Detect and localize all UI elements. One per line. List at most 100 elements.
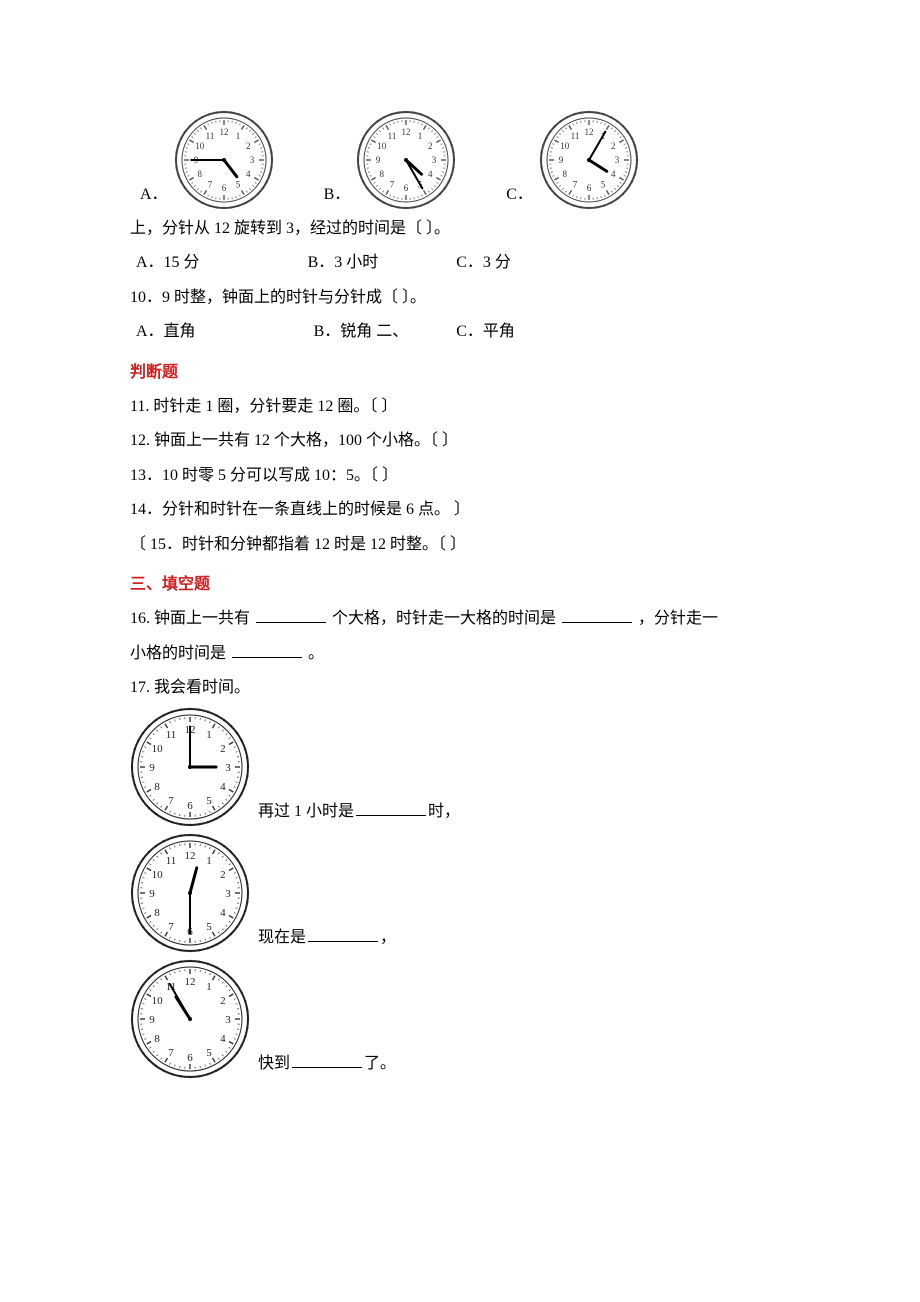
svg-text:8: 8	[154, 1033, 160, 1045]
svg-text:4: 4	[220, 1033, 226, 1045]
svg-text:4: 4	[611, 169, 616, 179]
svg-text:9: 9	[149, 1014, 155, 1026]
svg-text:7: 7	[207, 179, 212, 189]
svg-text:12: 12	[185, 976, 196, 988]
q17-clock: 123456789101112	[130, 707, 250, 827]
svg-text:11: 11	[166, 729, 177, 741]
svg-text:2: 2	[220, 743, 226, 755]
q16-line2-pre: 小格的时间是	[130, 645, 226, 662]
q11: 11. 时针走 1 圈，分针要走 12 圈。〔 〕	[130, 392, 790, 422]
svg-text:2: 2	[220, 869, 226, 881]
svg-text:9: 9	[376, 155, 381, 165]
q16-line2: 小格的时间是 。	[130, 639, 790, 669]
q17-rows: 123456789101112再过 1 小时是时，123456789101112…	[130, 707, 790, 1079]
q17-row-text: 再过 1 小时是 时，	[258, 797, 460, 827]
svg-text:2: 2	[220, 995, 226, 1007]
q17-blank[interactable]	[356, 799, 426, 816]
svg-text:11: 11	[205, 131, 214, 141]
q10-opt-b: B．锐角 二、	[314, 323, 409, 340]
q17-clock: 123456789101112	[130, 833, 250, 953]
q17-row-mid: 快到	[258, 1055, 290, 1072]
svg-text:10: 10	[560, 141, 570, 151]
q17-row-text: 快到 了。	[258, 1049, 396, 1079]
svg-text:3: 3	[225, 888, 231, 900]
svg-text:12: 12	[584, 127, 593, 137]
q16-line1: 16. 钟面上一共有 个大格，时针走一大格的时间是 ，分针走一	[130, 604, 790, 634]
svg-text:3: 3	[615, 155, 620, 165]
section2-title: 判断题	[130, 358, 790, 388]
svg-text:10: 10	[152, 743, 164, 755]
q16-blank-1[interactable]	[256, 606, 326, 623]
svg-text:1: 1	[206, 729, 212, 741]
q9-opt-b: B．3 小时	[308, 254, 379, 271]
svg-text:11: 11	[571, 131, 580, 141]
svg-text:5: 5	[235, 179, 240, 189]
svg-text:1: 1	[418, 131, 423, 141]
q17-row: 123456789101112再过 1 小时是时，	[130, 707, 790, 827]
q10-opt-c: C．平角	[456, 323, 515, 340]
svg-text:5: 5	[206, 795, 212, 807]
svg-text:1: 1	[206, 981, 212, 993]
q16-pre: 16. 钟面上一共有	[130, 610, 250, 627]
q8-clock-c: 123456789101112	[539, 110, 639, 210]
svg-text:11: 11	[388, 131, 397, 141]
q14: 14．分针和时针在一条直线上的时候是 6 点。 〕	[130, 495, 790, 525]
q17-title: 17. 我会看时间。	[130, 673, 790, 703]
svg-text:1: 1	[206, 855, 212, 867]
svg-text:2: 2	[246, 141, 251, 151]
svg-text:6: 6	[221, 183, 226, 193]
svg-text:4: 4	[246, 169, 251, 179]
svg-text:7: 7	[168, 795, 174, 807]
svg-text:11: 11	[166, 855, 177, 867]
svg-text:10: 10	[152, 869, 164, 881]
svg-text:6: 6	[587, 183, 592, 193]
q17-row: 123456789101112现在是，	[130, 833, 790, 953]
q13: 13．10 时零 5 分可以写成 10：5。〔 〕	[130, 461, 790, 491]
q9-opt-c: C．3 分	[456, 254, 511, 271]
svg-text:7: 7	[390, 179, 395, 189]
svg-text:7: 7	[168, 921, 174, 933]
svg-text:6: 6	[187, 800, 193, 812]
q16-line2-post: 。	[308, 645, 324, 662]
svg-text:10: 10	[152, 995, 164, 1007]
q12: 12. 钟面上一共有 12 个大格，100 个小格。〔 〕	[130, 426, 790, 456]
svg-text:9: 9	[559, 155, 564, 165]
q16-mid1: 个大格，时针走一大格的时间是	[332, 610, 556, 627]
svg-text:7: 7	[168, 1047, 174, 1059]
svg-text:6: 6	[404, 183, 409, 193]
svg-text:8: 8	[154, 781, 160, 793]
q17-row-mid: 现在是	[258, 929, 306, 946]
q16-blank-2[interactable]	[562, 606, 632, 623]
svg-text:12: 12	[219, 127, 228, 137]
svg-text:1: 1	[235, 131, 240, 141]
svg-text:7: 7	[573, 179, 578, 189]
svg-text:9: 9	[149, 888, 155, 900]
svg-text:5: 5	[206, 921, 212, 933]
svg-text:3: 3	[225, 1014, 231, 1026]
svg-text:4: 4	[220, 781, 226, 793]
q17-row-after: 时，	[428, 803, 460, 820]
svg-text:12: 12	[402, 127, 411, 137]
svg-text:2: 2	[611, 141, 616, 151]
q9-opt-a: A．15 分	[136, 254, 200, 271]
q8-options-row: A． 123456789101112 B． 123456789101112 C．…	[130, 110, 790, 210]
svg-text:8: 8	[197, 169, 202, 179]
q17-row-mid: 再过 1 小时是	[258, 803, 354, 820]
svg-text:3: 3	[225, 762, 231, 774]
q10-opt-a: A．直角	[136, 323, 196, 340]
q8-clock-a: 123456789101112	[174, 110, 274, 210]
section3-title: 三、填空题	[130, 570, 790, 600]
q16-blank-3[interactable]	[232, 641, 302, 658]
svg-text:4: 4	[220, 907, 226, 919]
q17-row: 123456789101112快到了。	[130, 959, 790, 1079]
q17-row-after: 了。	[364, 1055, 396, 1072]
svg-text:12: 12	[185, 850, 196, 862]
q17-blank[interactable]	[292, 1051, 362, 1068]
q17-blank[interactable]	[308, 925, 378, 942]
q8-opt-a-label: A．	[140, 180, 168, 210]
q15: 〔 15．时针和分钟都指着 12 时是 12 时整。〔 〕	[130, 530, 790, 560]
svg-text:10: 10	[378, 141, 388, 151]
svg-text:3: 3	[432, 155, 437, 165]
q8-opt-b-label: B．	[324, 180, 351, 210]
svg-text:8: 8	[562, 169, 567, 179]
